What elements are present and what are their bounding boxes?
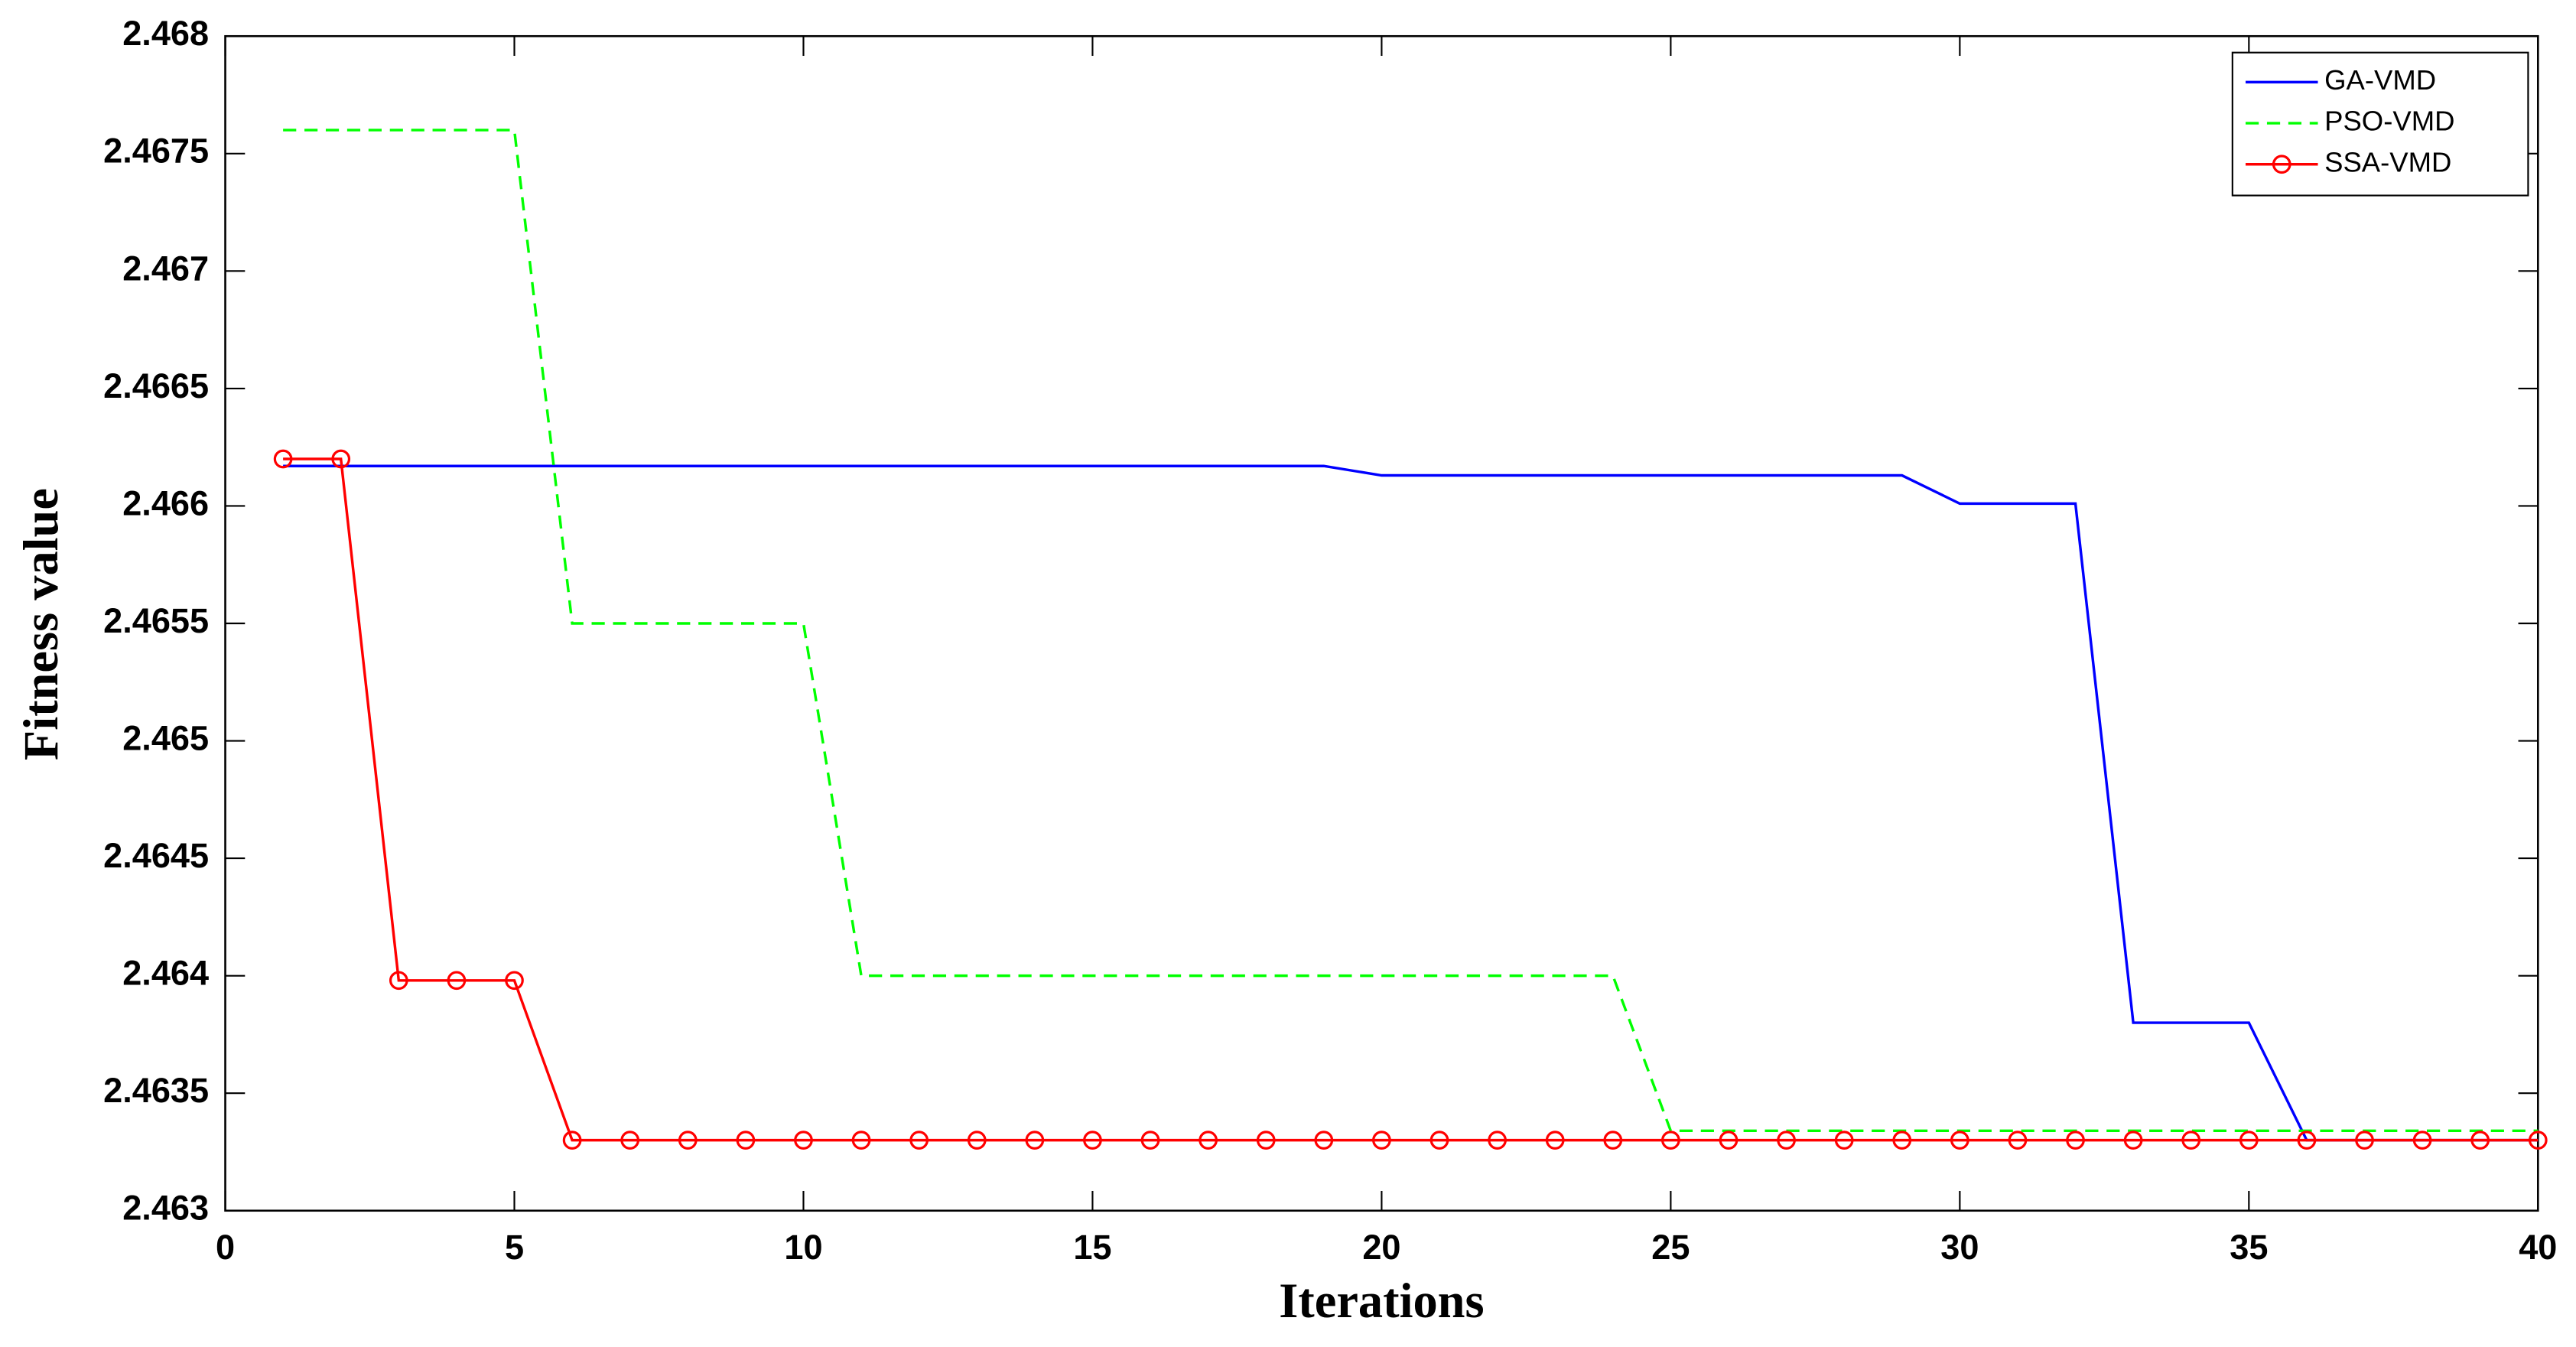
point-marker bbox=[1025, 1131, 1045, 1150]
x-tick-label: 5 bbox=[505, 1228, 524, 1267]
point-marker bbox=[1545, 1131, 1565, 1150]
y-tick-label: 2.464 bbox=[122, 954, 209, 993]
legend-marker bbox=[2272, 155, 2291, 174]
point-marker bbox=[2239, 1131, 2259, 1150]
point-marker bbox=[1892, 1131, 1912, 1150]
x-axis-label: Iterations bbox=[1279, 1274, 1484, 1328]
point-marker bbox=[1950, 1131, 1969, 1150]
point-marker bbox=[967, 1131, 987, 1150]
point-marker bbox=[505, 971, 524, 991]
y-tick-label: 2.463 bbox=[122, 1189, 209, 1228]
x-tick-label: 25 bbox=[1651, 1228, 1690, 1267]
y-tick-label: 2.467 bbox=[122, 249, 209, 288]
point-marker bbox=[2181, 1131, 2201, 1150]
x-tick-label: 20 bbox=[1362, 1228, 1400, 1267]
y-tick-label: 2.465 bbox=[122, 718, 209, 757]
point-marker bbox=[2470, 1131, 2490, 1150]
y-tick-label: 2.468 bbox=[122, 14, 209, 53]
legend: GA-VMD PSO-VMD SSA-VMD bbox=[2231, 51, 2529, 197]
y-tick-label: 2.4645 bbox=[103, 836, 209, 875]
point-marker bbox=[1488, 1131, 1507, 1150]
legend-label: SSA-VMD bbox=[2324, 146, 2451, 177]
point-marker bbox=[1777, 1131, 1796, 1150]
point-marker bbox=[2008, 1131, 2028, 1150]
point-marker bbox=[620, 1131, 640, 1150]
point-marker bbox=[331, 449, 351, 469]
point-marker bbox=[909, 1131, 929, 1150]
legend-label: PSO-VMD bbox=[2324, 106, 2454, 137]
y-tick-label: 2.4665 bbox=[103, 366, 209, 405]
y-tick-label: 2.466 bbox=[122, 483, 209, 522]
point-marker bbox=[1429, 1131, 1449, 1150]
point-marker bbox=[1661, 1131, 1680, 1150]
point-marker bbox=[1256, 1131, 1276, 1150]
y-tick-label: 2.4635 bbox=[103, 1071, 209, 1110]
point-marker bbox=[1834, 1131, 1854, 1150]
point-marker bbox=[2355, 1131, 2374, 1150]
x-tick-label: 35 bbox=[2230, 1228, 2268, 1267]
y-tick-label: 2.4675 bbox=[103, 132, 209, 171]
point-marker bbox=[1372, 1131, 1391, 1150]
x-tick-label: 15 bbox=[1073, 1228, 1111, 1267]
point-marker bbox=[2066, 1131, 2085, 1150]
point-marker bbox=[1719, 1131, 1738, 1150]
point-marker bbox=[1199, 1131, 1218, 1150]
series-line bbox=[283, 457, 2539, 1142]
point-marker bbox=[447, 971, 467, 991]
point-marker bbox=[562, 1131, 582, 1150]
x-tick-label: 0 bbox=[216, 1228, 235, 1267]
point-marker bbox=[2297, 1131, 2317, 1150]
point-marker bbox=[2528, 1131, 2548, 1150]
point-marker bbox=[2123, 1131, 2143, 1150]
legend-label: GA-VMD bbox=[2324, 64, 2436, 96]
point-marker bbox=[1314, 1131, 1334, 1150]
point-marker bbox=[389, 971, 408, 991]
point-marker bbox=[1083, 1131, 1102, 1150]
series-line bbox=[283, 129, 2539, 1133]
point-marker bbox=[1140, 1131, 1160, 1150]
point-marker bbox=[736, 1131, 756, 1150]
x-tick-label: 40 bbox=[2519, 1228, 2557, 1267]
point-marker bbox=[794, 1131, 813, 1150]
y-tick-label: 2.4655 bbox=[103, 601, 209, 640]
series-line bbox=[283, 464, 2539, 1142]
x-tick-label: 30 bbox=[1940, 1228, 1979, 1267]
point-marker bbox=[2412, 1131, 2432, 1150]
point-marker bbox=[678, 1131, 698, 1150]
point-marker bbox=[851, 1131, 871, 1150]
x-tick-label: 10 bbox=[784, 1228, 822, 1267]
point-marker bbox=[1603, 1131, 1623, 1150]
point-marker bbox=[273, 449, 293, 469]
y-axis-label: Fitness value bbox=[14, 488, 68, 760]
